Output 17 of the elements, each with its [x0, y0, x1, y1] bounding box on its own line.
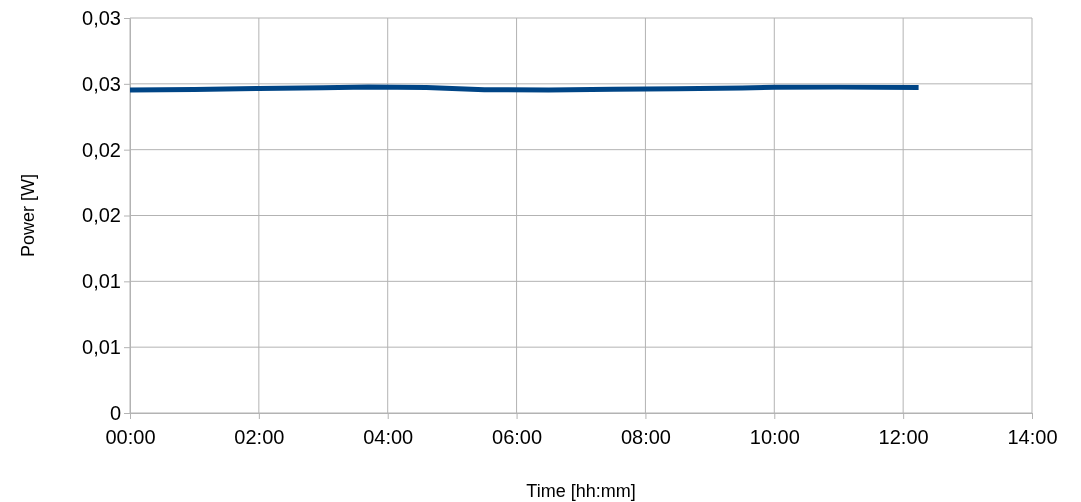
- x-tick-label: 06:00: [492, 426, 543, 448]
- x-tick-label: 04:00: [363, 426, 414, 448]
- y-tick-label: 0,02: [82, 204, 121, 227]
- y-tick-label: 0,03: [82, 6, 121, 29]
- y-tick-label: 0,01: [82, 270, 121, 293]
- y-tick-label: 0,03: [82, 72, 121, 95]
- x-tick-label: 10:00: [749, 426, 800, 448]
- y-tick-label: 0,01: [82, 336, 121, 359]
- x-tick-label: 00:00: [105, 426, 156, 448]
- x-tick-label: 12:00: [878, 426, 929, 448]
- y-tick-label: 0,02: [82, 138, 121, 161]
- y-tick-label: 0: [109, 401, 121, 424]
- x-tick-label: 14:00: [1007, 426, 1058, 448]
- x-tick-label: 08:00: [620, 426, 671, 448]
- x-axis-title: Time [hh:mm]: [526, 481, 636, 501]
- y-axis-title: Power [W]: [18, 173, 38, 258]
- x-tick-label: 02:00: [234, 426, 285, 448]
